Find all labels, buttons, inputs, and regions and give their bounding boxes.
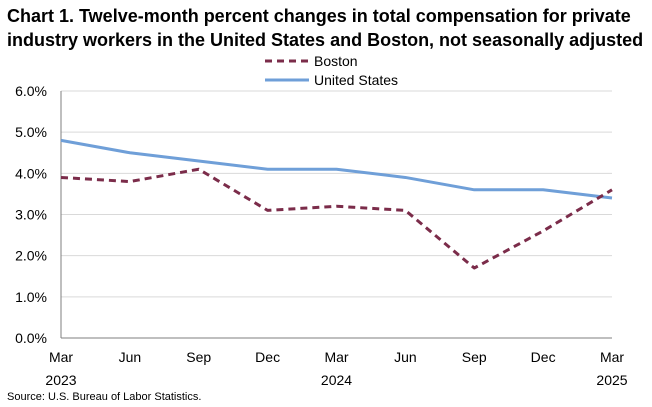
y-tick-label-3: 3.0% [15, 207, 47, 223]
x-year-label-4: 2024 [321, 372, 352, 388]
series-line-boston [60, 167, 613, 270]
y-tick-label-5: 5.0% [15, 124, 47, 140]
y-tick-label-4: 4.0% [15, 165, 47, 181]
x-axis-ticks: Mar 2023 Jun Sep Dec Mar 2024 Jun Sep Dec Mar 2025 [45, 349, 627, 388]
chart-title-line-1: Chart 1. Twelve-month percent changes in… [7, 6, 631, 26]
x-tick-label-4: Mar [324, 349, 348, 365]
x-year-label-8: 2025 [596, 372, 627, 388]
y-tick-label-2: 2.0% [15, 248, 47, 264]
chart-title-line-2: industry workers in the United States an… [7, 30, 644, 50]
source-note: Source: U.S. Bureau of Labor Statistics. [7, 391, 202, 403]
y-tick-label-1: 1.0% [15, 289, 47, 305]
x-tick-label-8: Mar [600, 349, 624, 365]
legend: Boston United States [265, 53, 398, 88]
x-tick-label-6: Sep [462, 349, 487, 365]
x-tick-label-2: Sep [186, 349, 211, 365]
x-tick-label-7: Dec [531, 349, 556, 365]
chart-title: Chart 1. Twelve-month percent changes in… [7, 4, 647, 52]
legend-united-states-label: United States [314, 72, 398, 88]
legend-boston-label: Boston [314, 53, 358, 69]
axes [60, 91, 612, 339]
series-line-united-states [60, 138, 613, 200]
x-tick-label-5: Jun [394, 349, 417, 365]
x-tick-label-1: Jun [119, 349, 142, 365]
y-tick-label-6: 6.0% [15, 83, 47, 99]
x-year-label-0: 2023 [45, 372, 76, 388]
series-lines [60, 138, 613, 270]
y-axis-ticks: 0.0% 1.0% 2.0% 3.0% 4.0% 5.0% 6.0% [15, 83, 47, 346]
x-tick-label-3: Dec [255, 349, 280, 365]
x-tick-label-0: Mar [49, 349, 73, 365]
gridlines [61, 90, 612, 298]
y-tick-label-0: 0.0% [15, 330, 47, 346]
